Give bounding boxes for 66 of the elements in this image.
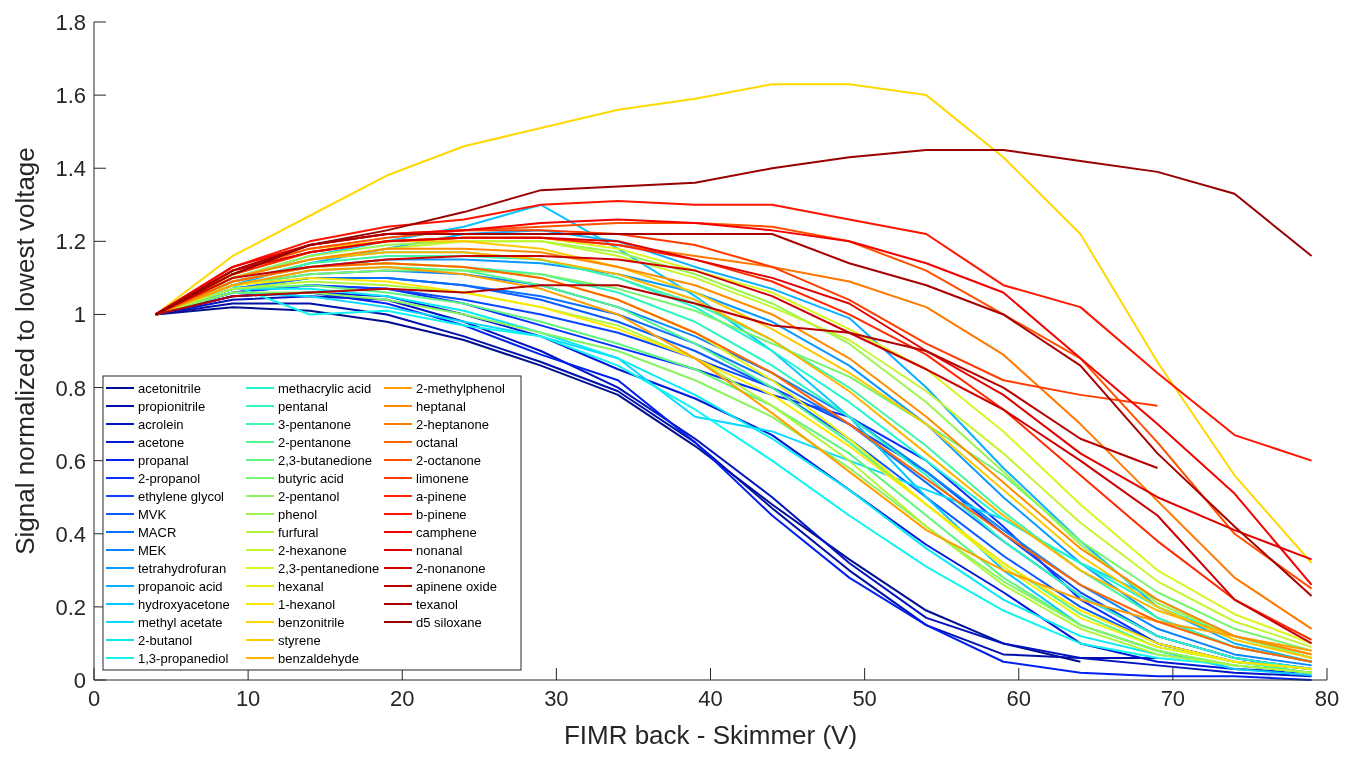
y-tick-label: 0.4 — [55, 521, 86, 547]
legend-label: methacrylic acid — [278, 380, 372, 396]
x-tick-label: 80 — [1314, 686, 1340, 711]
y-tick-label: 1.8 — [55, 10, 86, 35]
legend-label: d5 siloxane — [416, 614, 482, 630]
legend-label: 3-pentanone — [278, 416, 352, 432]
legend-label: 2-heptanone — [416, 416, 490, 432]
legend-label: methyl acetate — [138, 614, 223, 630]
legend-label: 2-butanol — [138, 632, 193, 648]
y-tick-label: 1 — [73, 302, 86, 328]
legend-label: 2-propanol — [138, 470, 201, 486]
legend-label: phenol — [278, 506, 318, 522]
x-axis-title: FIMR back - Skimmer (V) — [563, 720, 858, 750]
legend-label: apinene oxide — [416, 578, 497, 594]
y-tick-label: 0.6 — [55, 448, 86, 474]
y-tick-label: 1.6 — [55, 83, 86, 109]
legend-label: a-pinene — [416, 488, 467, 504]
y-axis-title: Signal normalized to lowest voltage — [10, 147, 40, 555]
legend-label: 2-methylphenol — [416, 380, 505, 396]
legend-label: limonene — [416, 470, 469, 486]
legend-label: 2-hexanone — [278, 542, 347, 558]
legend-label: octanal — [416, 434, 459, 450]
x-tick-label: 40 — [698, 686, 723, 711]
legend-label: MEK — [138, 542, 167, 558]
legend-label: pentanal — [278, 398, 328, 414]
y-tick-label: 1.2 — [55, 229, 86, 255]
legend-label: propanal — [138, 452, 189, 468]
legend-label: 2-pentanol — [278, 488, 340, 504]
legend-label: camphene — [416, 524, 477, 540]
legend-label: 1,3-propanediol — [138, 650, 229, 666]
legend-label: ethylene glycol — [138, 488, 225, 504]
legend-label: propionitrile — [138, 398, 206, 414]
legend-label: tetrahydrofuran — [138, 560, 227, 576]
legend-label: 2-octanone — [416, 452, 482, 468]
legend-label: nonanal — [416, 542, 463, 558]
legend-label: b-pinene — [416, 506, 467, 522]
y-tick-label: 1.4 — [55, 156, 86, 182]
y-tick-label: 0.2 — [55, 594, 86, 620]
legend-label: MACR — [138, 524, 177, 540]
legend-label: hydroxyacetone — [138, 596, 230, 612]
x-tick-label: 60 — [1006, 686, 1031, 711]
legend-label: styrene — [278, 632, 321, 648]
legend-label: benzonitrile — [278, 614, 345, 630]
legend-label: texanol — [416, 596, 459, 612]
legend-label: 1-hexanol — [278, 596, 336, 612]
legend-label: acrolein — [138, 416, 184, 432]
legend-label: 2,3-pentanedione — [278, 560, 380, 576]
legend-label: benzaldehyde — [278, 650, 359, 666]
x-tick-label: 30 — [544, 686, 569, 711]
legend-label: heptanal — [416, 398, 466, 414]
legend-label: MVK — [138, 506, 167, 522]
x-tick-label: 20 — [390, 686, 415, 711]
x-tick-label: 50 — [852, 686, 877, 711]
legend-label: 2-nonanone — [416, 560, 486, 576]
legend-label: 2-pentanone — [278, 434, 352, 450]
y-tick-label: 0 — [73, 668, 86, 693]
legend-label: propanoic acid — [138, 578, 223, 594]
legend-label: acetonitrile — [138, 380, 201, 396]
y-tick-label: 0.8 — [55, 375, 86, 401]
legend-label: acetone — [138, 434, 185, 450]
legend-label: furfural — [278, 524, 319, 540]
x-tick-label: 70 — [1160, 686, 1186, 711]
legend-label: butyric acid — [278, 470, 344, 486]
legend-label: 2,3-butanedione — [278, 452, 372, 468]
legend-label: hexanal — [278, 578, 324, 594]
x-tick-label: 10 — [235, 686, 261, 711]
